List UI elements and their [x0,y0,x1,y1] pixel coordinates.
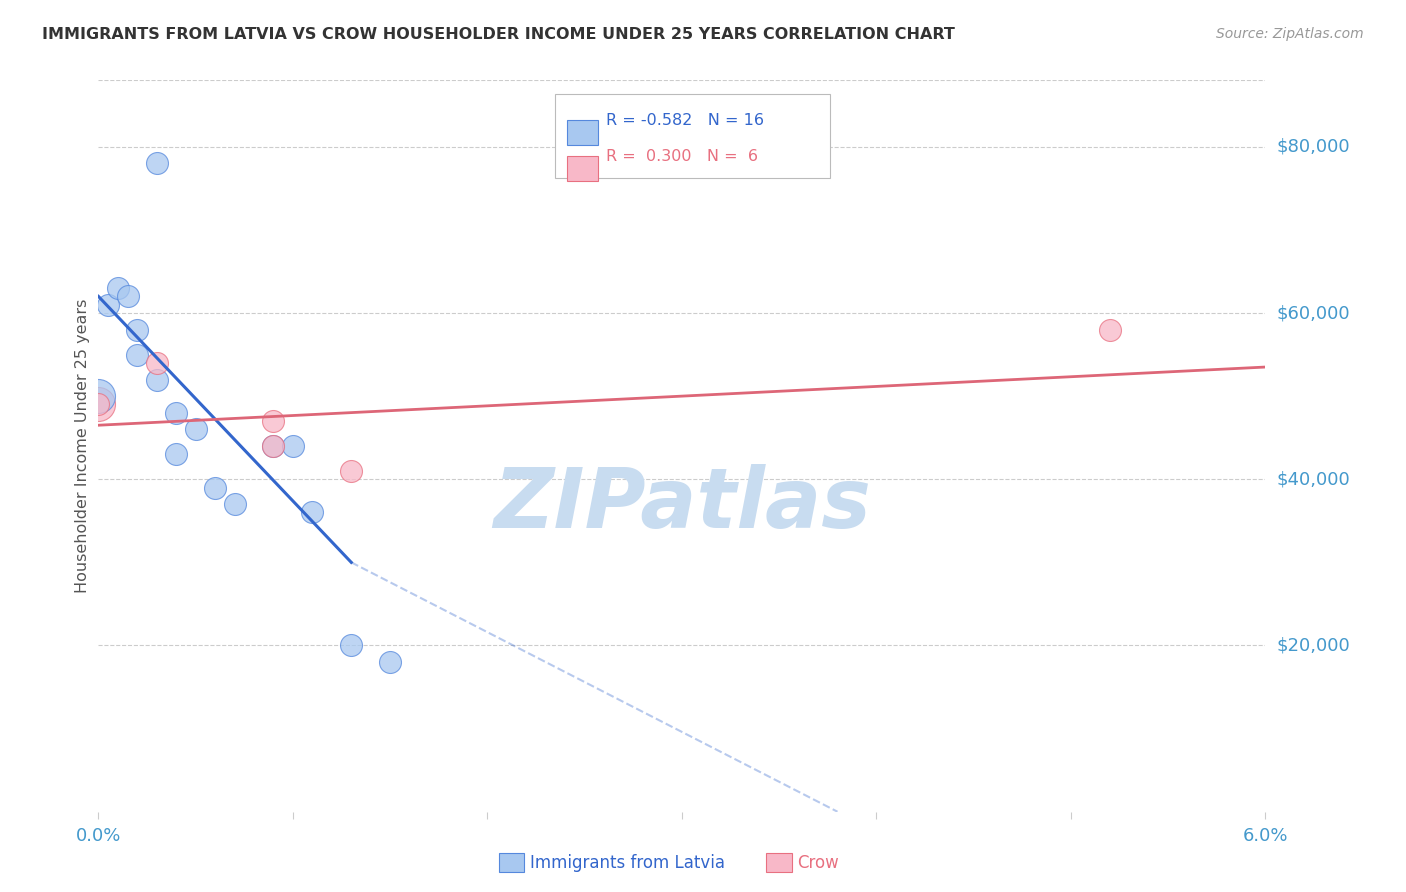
Point [262,439,284,453]
Point [262,439,284,453]
Text: $60,000: $60,000 [1277,304,1350,322]
Point [184,422,207,436]
Text: $80,000: $80,000 [1277,137,1350,156]
Text: $20,000: $20,000 [1277,637,1350,655]
Text: R = -0.582   N = 16: R = -0.582 N = 16 [606,113,763,128]
Point [281,439,304,453]
Point [146,156,169,170]
Text: $40,000: $40,000 [1277,470,1350,488]
Point [1098,323,1121,337]
Point [117,289,139,303]
Point [87,389,110,403]
Text: Source: ZipAtlas.com: Source: ZipAtlas.com [1216,27,1364,41]
Point [262,414,284,428]
Point [146,372,169,386]
Point [340,464,363,478]
Text: IMMIGRANTS FROM LATVIA VS CROW HOUSEHOLDER INCOME UNDER 25 YEARS CORRELATION CHA: IMMIGRANTS FROM LATVIA VS CROW HOUSEHOLD… [42,27,955,42]
Point [224,497,246,511]
Point [87,397,110,411]
Point [204,481,226,495]
Point [340,639,363,653]
Y-axis label: Householder Income Under 25 years: Householder Income Under 25 years [75,299,90,593]
Point [301,506,323,520]
Point [87,397,110,411]
Text: Crow: Crow [797,854,839,871]
Point [165,447,187,461]
Text: ZIPatlas: ZIPatlas [494,464,870,545]
Point [127,323,149,337]
Point [97,298,120,312]
Point [107,281,129,295]
Point [378,655,402,669]
Point [165,406,187,420]
Text: Immigrants from Latvia: Immigrants from Latvia [530,854,725,871]
Point [127,348,149,362]
Point [146,356,169,370]
Text: R =  0.300   N =  6: R = 0.300 N = 6 [606,149,758,163]
